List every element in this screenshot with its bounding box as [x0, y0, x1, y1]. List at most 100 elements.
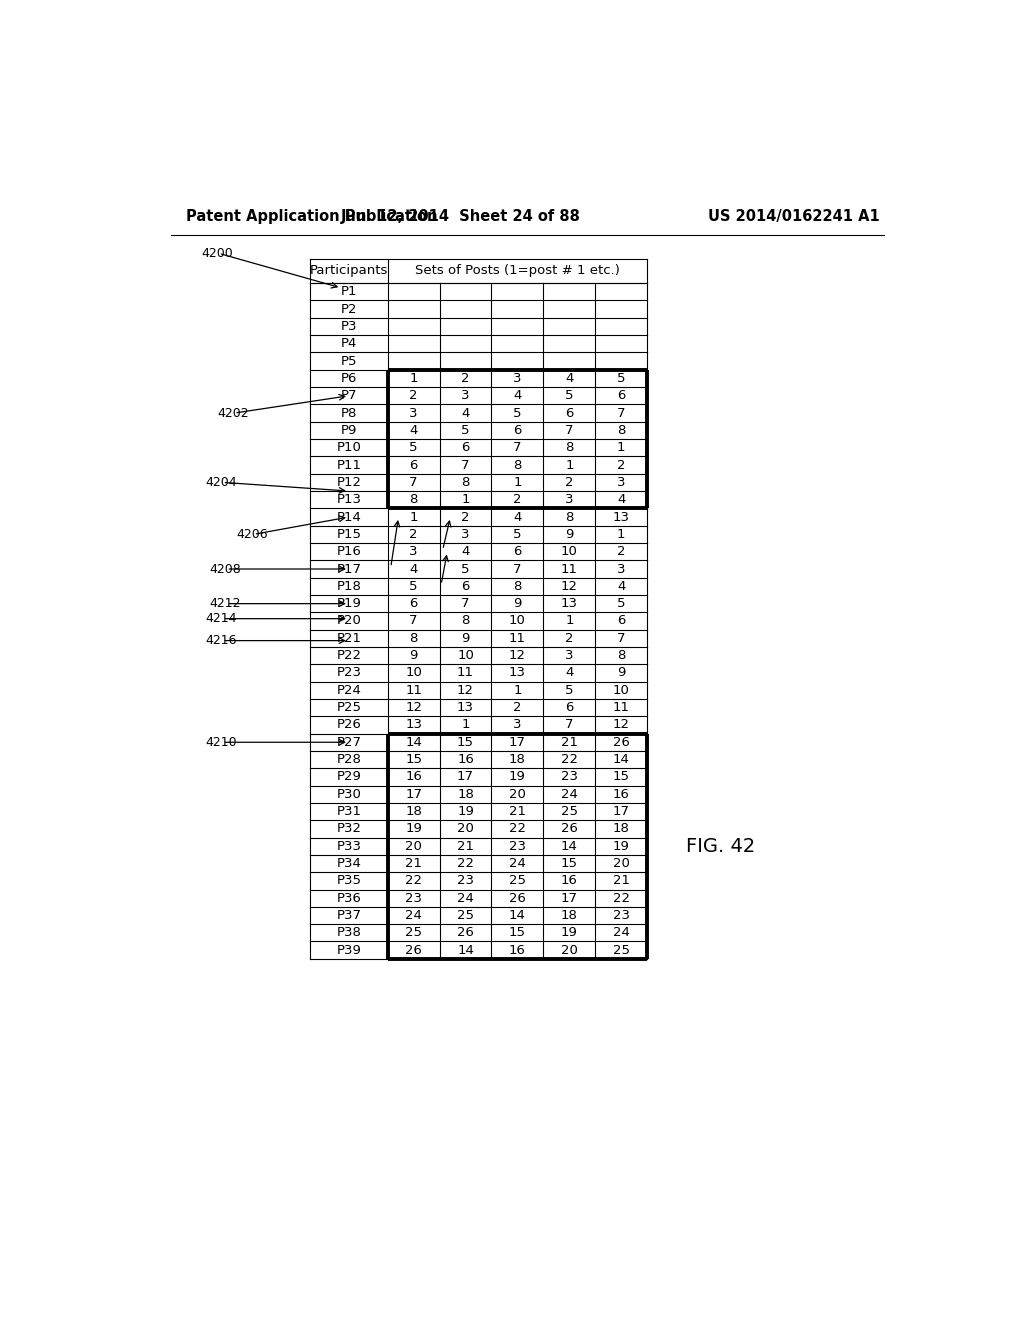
Text: 17: 17 — [612, 805, 630, 818]
Text: 22: 22 — [406, 874, 422, 887]
Text: 18: 18 — [509, 754, 526, 766]
Text: 14: 14 — [457, 944, 474, 957]
Text: P33: P33 — [336, 840, 361, 853]
Text: 21: 21 — [509, 805, 526, 818]
Text: 4216: 4216 — [206, 634, 237, 647]
Text: 1: 1 — [617, 441, 626, 454]
Text: 8: 8 — [462, 477, 470, 488]
Text: 14: 14 — [406, 735, 422, 748]
Text: 4: 4 — [462, 407, 470, 420]
Text: 4206: 4206 — [237, 528, 268, 541]
Text: 24: 24 — [406, 909, 422, 921]
Text: 1: 1 — [565, 615, 573, 627]
Text: 8: 8 — [410, 494, 418, 506]
Text: 8: 8 — [617, 649, 626, 663]
Text: 13: 13 — [457, 701, 474, 714]
Text: 6: 6 — [617, 615, 626, 627]
Text: 26: 26 — [561, 822, 578, 836]
Text: P39: P39 — [337, 944, 361, 957]
Text: 19: 19 — [612, 840, 630, 853]
Text: 12: 12 — [406, 701, 422, 714]
Text: 11: 11 — [561, 562, 578, 576]
Text: 8: 8 — [513, 579, 521, 593]
Text: 13: 13 — [509, 667, 526, 680]
Text: P8: P8 — [341, 407, 357, 420]
Text: 8: 8 — [617, 424, 626, 437]
Text: 13: 13 — [561, 597, 578, 610]
Text: 20: 20 — [612, 857, 630, 870]
Text: 10: 10 — [457, 649, 474, 663]
Text: P10: P10 — [337, 441, 361, 454]
Text: 7: 7 — [461, 597, 470, 610]
Text: 11: 11 — [612, 701, 630, 714]
Text: 4214: 4214 — [206, 612, 237, 626]
Text: 25: 25 — [509, 874, 526, 887]
Text: 14: 14 — [509, 909, 526, 921]
Text: 12: 12 — [509, 649, 526, 663]
Text: 22: 22 — [561, 754, 578, 766]
Text: 24: 24 — [612, 927, 630, 940]
Text: 11: 11 — [406, 684, 422, 697]
Text: 5: 5 — [565, 389, 573, 403]
Text: 15: 15 — [406, 754, 422, 766]
Text: 23: 23 — [561, 771, 578, 783]
Text: 8: 8 — [462, 615, 470, 627]
Text: 10: 10 — [612, 684, 630, 697]
Text: 2: 2 — [617, 545, 626, 558]
Text: Sets of Posts (1=post # 1 etc.): Sets of Posts (1=post # 1 etc.) — [415, 264, 620, 277]
Text: 6: 6 — [565, 701, 573, 714]
Text: 4210: 4210 — [206, 735, 238, 748]
Text: 2: 2 — [565, 632, 573, 644]
Text: P17: P17 — [336, 562, 361, 576]
Text: 4: 4 — [565, 372, 573, 385]
Text: 4: 4 — [617, 579, 626, 593]
Text: 7: 7 — [565, 424, 573, 437]
Text: 23: 23 — [509, 840, 526, 853]
Text: 1: 1 — [513, 477, 521, 488]
Text: 23: 23 — [406, 892, 422, 904]
Text: FIG. 42: FIG. 42 — [686, 837, 756, 855]
Text: 4: 4 — [513, 389, 521, 403]
Text: P25: P25 — [336, 701, 361, 714]
Text: 2: 2 — [461, 372, 470, 385]
Text: 3: 3 — [513, 718, 521, 731]
Text: P4: P4 — [341, 338, 357, 350]
Text: 26: 26 — [612, 735, 630, 748]
Text: 16: 16 — [612, 788, 630, 801]
Text: 5: 5 — [617, 597, 626, 610]
Text: 6: 6 — [513, 424, 521, 437]
Text: 7: 7 — [617, 407, 626, 420]
Text: 7: 7 — [461, 458, 470, 471]
Text: 8: 8 — [513, 458, 521, 471]
Text: 12: 12 — [457, 684, 474, 697]
Text: 26: 26 — [457, 927, 474, 940]
Text: 4204: 4204 — [206, 477, 238, 488]
Text: US 2014/0162241 A1: US 2014/0162241 A1 — [708, 209, 880, 223]
Text: 19: 19 — [406, 822, 422, 836]
Text: 25: 25 — [406, 927, 422, 940]
Text: 7: 7 — [513, 441, 521, 454]
Text: 24: 24 — [509, 857, 526, 870]
Text: 15: 15 — [612, 771, 630, 783]
Text: P34: P34 — [337, 857, 361, 870]
Text: P1: P1 — [341, 285, 357, 298]
Text: 7: 7 — [513, 562, 521, 576]
Text: P28: P28 — [337, 754, 361, 766]
Text: P18: P18 — [337, 579, 361, 593]
Text: P16: P16 — [337, 545, 361, 558]
Text: 1: 1 — [461, 494, 470, 506]
Text: 1: 1 — [617, 528, 626, 541]
Text: 7: 7 — [565, 718, 573, 731]
Text: 22: 22 — [612, 892, 630, 904]
Text: 5: 5 — [461, 562, 470, 576]
Text: 19: 19 — [457, 805, 474, 818]
Text: Patent Application Publication: Patent Application Publication — [186, 209, 437, 223]
Text: P30: P30 — [337, 788, 361, 801]
Text: 3: 3 — [617, 477, 626, 488]
Text: 4212: 4212 — [209, 597, 241, 610]
Text: 4200: 4200 — [202, 247, 233, 260]
Text: 4: 4 — [462, 545, 470, 558]
Text: 24: 24 — [457, 892, 474, 904]
Text: 3: 3 — [461, 528, 470, 541]
Text: 6: 6 — [462, 579, 470, 593]
